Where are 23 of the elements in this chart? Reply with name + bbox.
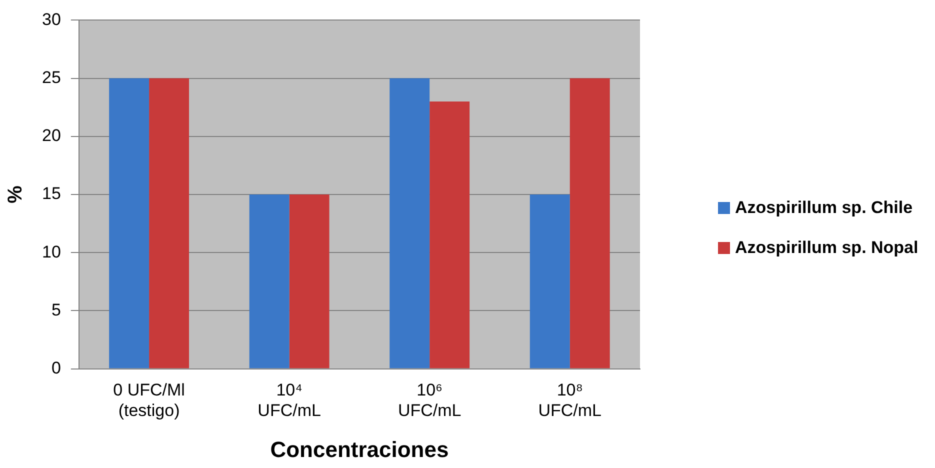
y-tick-label: 0: [51, 358, 61, 378]
y-tick-label: 20: [42, 126, 61, 146]
y-tick-label: 10: [42, 242, 61, 262]
y-tick-label: 25: [42, 68, 61, 87]
y-tick-label: 15: [42, 184, 61, 204]
bar: [390, 78, 430, 368]
legend-label: Azospirillum sp. Chile: [735, 198, 913, 218]
x-tick-label: 10⁸ UFC/mL: [538, 380, 602, 420]
bar: [570, 78, 610, 368]
x-tick-label: 10⁶ UFC/mL: [398, 380, 462, 420]
x-tick-label: 0 UFC/Ml (testigo): [113, 380, 185, 420]
y-axis-title: %: [4, 185, 27, 204]
x-tick-label: 10⁴ UFC/mL: [258, 380, 321, 420]
bar: [289, 194, 330, 368]
bar: [249, 194, 290, 368]
y-tick-label: 5: [51, 300, 61, 320]
bar: [430, 102, 470, 368]
x-axis-title: Concentraciones: [270, 436, 449, 462]
bar: [530, 194, 570, 368]
legend-label: Azospirillum sp. Nopal: [735, 238, 918, 258]
y-tick-label: 30: [42, 10, 61, 29]
bar: [149, 78, 190, 368]
bar: [109, 78, 150, 368]
